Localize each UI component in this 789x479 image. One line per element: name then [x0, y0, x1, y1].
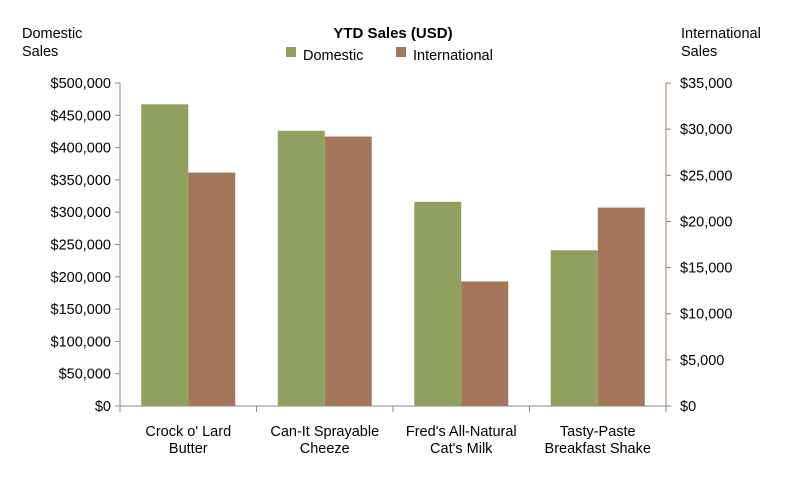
- right-tick-label: $35,000: [680, 76, 732, 92]
- bar-international-1: [188, 172, 236, 406]
- category-label-2-line-1: Can-It Sprayable: [270, 424, 379, 440]
- right-tick-label: $30,000: [680, 122, 732, 138]
- bar-domestic-1: [141, 104, 189, 407]
- left-axis-label-line-2: Sales: [22, 44, 58, 60]
- left-tick-label: $0: [95, 399, 111, 415]
- bar-domestic-2: [277, 130, 325, 406]
- category-label-1-line-1: Crock o' Lard: [145, 424, 231, 440]
- right-tick-label: $0: [680, 399, 696, 415]
- category-label-4-line-1: Tasty-Paste: [560, 424, 636, 440]
- legend-swatch-domestic: [286, 47, 296, 57]
- category-label-3-line-1: Fred's All-Natural: [406, 424, 517, 440]
- bar-domestic-4: [550, 250, 598, 406]
- left-tick-label: $50,000: [59, 367, 111, 383]
- bar-international-2: [324, 136, 372, 407]
- right-axis-label-line-1: International: [681, 26, 761, 42]
- legend-label-domestic: Domestic: [303, 48, 363, 64]
- left-tick-label: $500,000: [51, 76, 111, 92]
- chart-title: YTD Sales (USD): [333, 25, 452, 42]
- left-tick-label: $150,000: [51, 302, 111, 318]
- left-tick-label: $100,000: [51, 334, 111, 350]
- left-tick-label: $450,000: [51, 108, 111, 124]
- right-tick-label: $25,000: [680, 168, 732, 184]
- left-tick-label: $350,000: [51, 173, 111, 189]
- category-label-4-line-2: Breakfast Shake: [545, 441, 651, 457]
- bar-domestic-3: [414, 201, 462, 406]
- right-tick-label: $10,000: [680, 307, 732, 323]
- right-tick-label: $20,000: [680, 214, 732, 230]
- right-tick-label: $5,000: [680, 353, 724, 369]
- bar-international-4: [597, 207, 645, 406]
- left-axis-label-line-1: Domestic: [22, 26, 82, 42]
- legend-swatch-international: [396, 47, 406, 57]
- category-label-1-line-2: Butter: [169, 441, 208, 457]
- left-tick-label: $250,000: [51, 238, 111, 254]
- right-axis-label-line-2: Sales: [681, 44, 717, 60]
- left-tick-label: $400,000: [51, 141, 111, 157]
- left-tick-label: $200,000: [51, 270, 111, 286]
- left-tick-label: $300,000: [51, 205, 111, 221]
- legend-label-international: International: [413, 48, 493, 64]
- category-label-3-line-2: Cat's Milk: [430, 441, 493, 457]
- bar-international-3: [461, 281, 509, 406]
- right-tick-label: $15,000: [680, 261, 732, 277]
- category-label-2-line-2: Cheeze: [300, 441, 350, 457]
